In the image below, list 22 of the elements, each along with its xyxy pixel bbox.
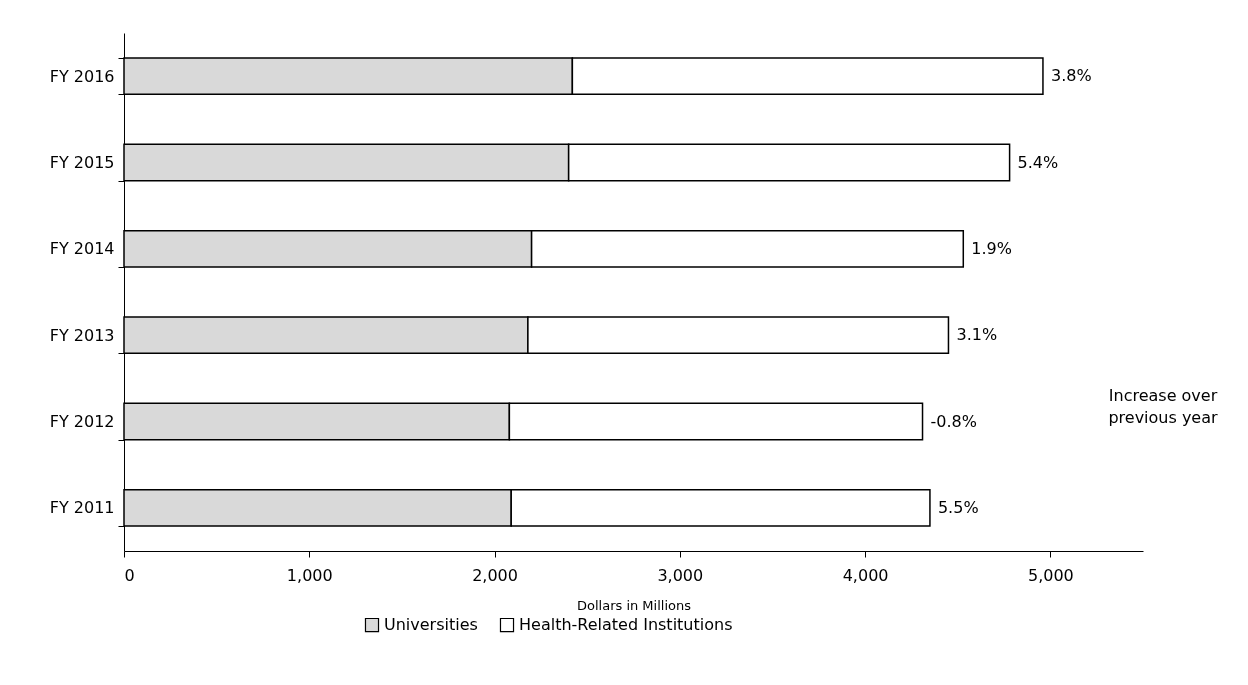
y-tick-label: FY 2014 — [49, 239, 115, 259]
annotation: 5.4% — [1017, 152, 1059, 172]
x-tick-label: 3,000 — [657, 565, 704, 585]
y-tick-label: FY 2011 — [49, 498, 115, 518]
y-tick-label: FY 2012 — [49, 412, 115, 431]
annotation: 1.9% — [971, 238, 1012, 258]
legend-label: Health-Related Institutions — [519, 615, 733, 635]
annotation: -0.8% — [930, 411, 977, 431]
annotation: 3.8% — [1050, 66, 1092, 86]
legend-label: Universities — [384, 615, 478, 635]
x-tick-label: 2,000 — [472, 565, 518, 585]
y-tick-label: FY 2016 — [49, 66, 115, 86]
x-tick-label: 5,000 — [1027, 565, 1074, 585]
x-axis-title: Dollars in Millions — [576, 597, 692, 613]
y-tick-label: FY 2013 — [49, 325, 115, 345]
annotation: Increase over previous year — [1108, 385, 1219, 427]
annotation: 3.1% — [956, 325, 998, 345]
x-tick-label: 4,000 — [842, 565, 889, 585]
x-tick-label: 1,000 — [286, 565, 333, 585]
x-tick-label: 0 — [124, 565, 135, 585]
y-tick-label: FY 2015 — [49, 153, 115, 172]
annotation: 5.5% — [937, 497, 979, 517]
